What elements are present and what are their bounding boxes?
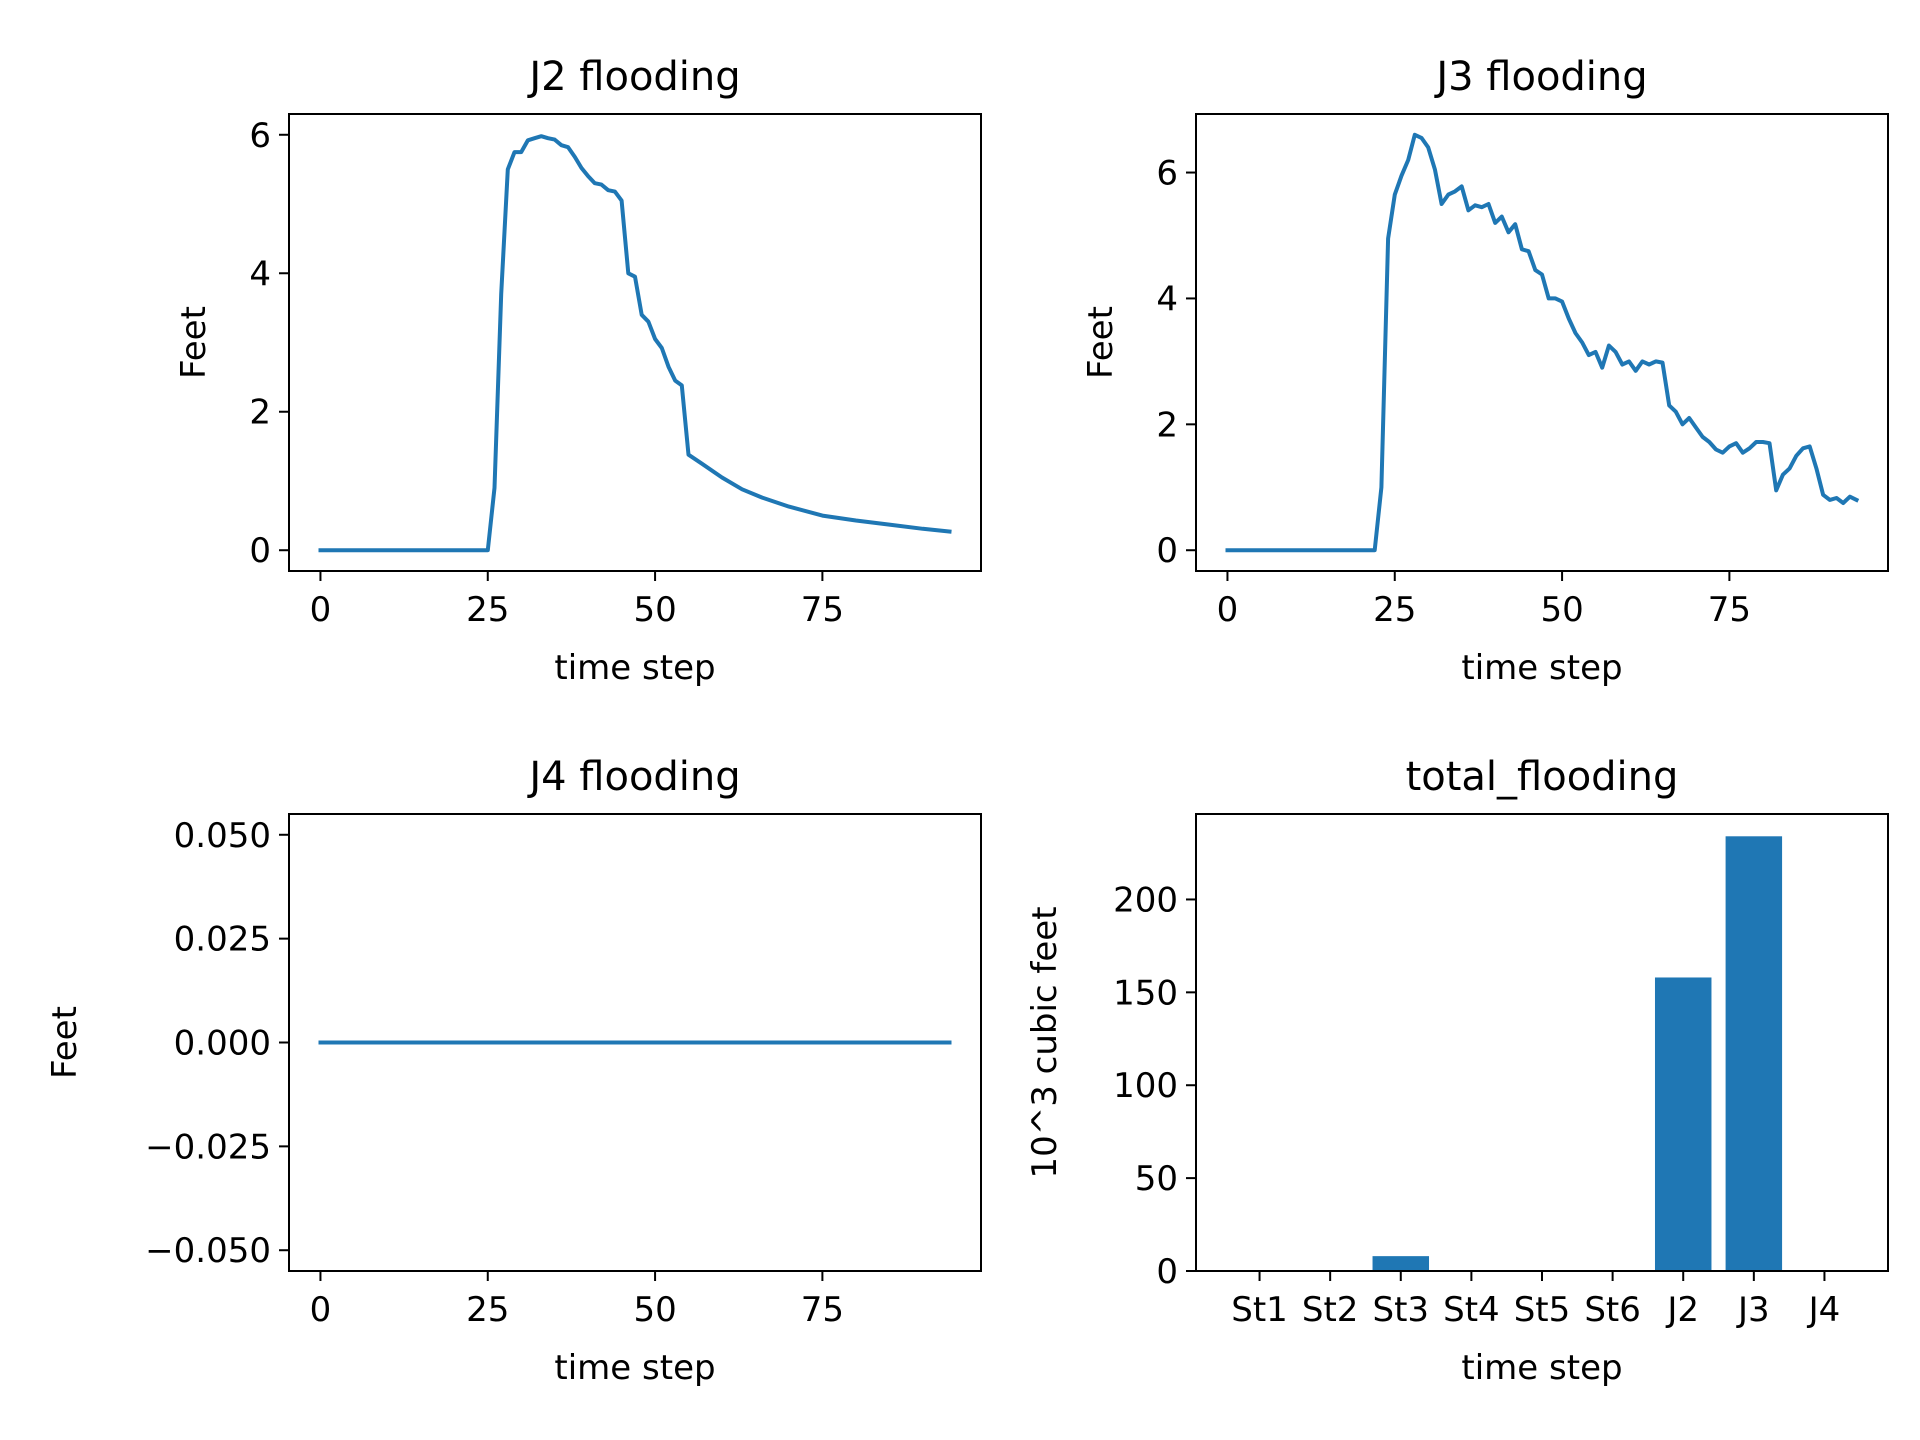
y-tick-label: 0.050 <box>174 816 271 856</box>
x-tick-label: 0 <box>310 1290 332 1330</box>
x-tick-label: J4 <box>1807 1290 1841 1330</box>
chart-title: J2 flooding <box>526 54 740 100</box>
y-tick-label: 2 <box>1156 405 1178 445</box>
bar-j2 <box>1654 977 1712 1271</box>
x-tick-label: St4 <box>1443 1290 1500 1330</box>
y-tick-label: 200 <box>1113 880 1178 920</box>
y-axis-label: Feet <box>45 1006 85 1079</box>
chart-title: total_flooding <box>1406 754 1679 800</box>
bar-j3 <box>1725 836 1783 1271</box>
x-tick-label: 50 <box>1540 590 1583 630</box>
x-tick-label: 25 <box>1373 590 1416 630</box>
x-tick-label: 75 <box>801 590 844 630</box>
bar-st3 <box>1372 1256 1430 1271</box>
chart-panel-3: 0 25 50 75 0.050 0.025 0.000 −0.025 −0.050 J4 flo… <box>45 754 982 1388</box>
y-tick-label: −0.025 <box>145 1127 271 1167</box>
chart-panel-1: 0 25 50 75 0 2 4 6 J2 flooding time step Feet <box>174 54 982 688</box>
chart-title: J3 flooding <box>1433 54 1647 100</box>
series-line-1 <box>1225 132 1860 553</box>
x-tick-label: 50 <box>633 590 676 630</box>
x-axis-label: time step <box>1461 1348 1622 1388</box>
y-tick-label: 6 <box>1156 154 1178 194</box>
y-tick-label: 0.025 <box>174 920 271 960</box>
x-axis-label: time step <box>554 1348 715 1388</box>
x-tick-label: J3 <box>1736 1290 1770 1330</box>
x-tick-label: 75 <box>1708 590 1751 630</box>
y-axis-label: Feet <box>1081 306 1121 379</box>
y-tick-label: 100 <box>1113 1066 1178 1106</box>
x-axis-label: time step <box>1461 648 1622 688</box>
x-tick-label: 25 <box>466 590 509 630</box>
chart-title: J4 flooding <box>526 754 740 800</box>
x-tick-label: 0 <box>310 590 332 630</box>
x-axis-label: time step <box>554 648 715 688</box>
plot-frame <box>1195 113 1889 572</box>
y-tick-label: 150 <box>1113 973 1178 1013</box>
y-tick-label: 2 <box>249 393 271 433</box>
x-tick-label: St5 <box>1514 1290 1571 1330</box>
x-tick-label: 50 <box>633 1290 676 1330</box>
y-axis-label: Feet <box>174 306 214 379</box>
y-tick-label: 6 <box>249 116 271 156</box>
y-tick-label: −0.050 <box>145 1231 271 1271</box>
y-tick-label: 0 <box>1156 1252 1178 1292</box>
x-tick-label: St3 <box>1373 1290 1430 1330</box>
plot-frame <box>288 113 982 572</box>
x-tick-label: J2 <box>1665 1290 1699 1330</box>
x-tick-label: St1 <box>1231 1290 1288 1330</box>
x-tick-label: 0 <box>1217 590 1239 630</box>
y-tick-label: 0 <box>1156 531 1178 571</box>
y-tick-label: 0.000 <box>174 1024 271 1064</box>
y-tick-label: 50 <box>1135 1159 1178 1199</box>
y-tick-label: 4 <box>249 254 271 294</box>
x-tick-label: St6 <box>1584 1290 1641 1330</box>
y-tick-label: 4 <box>1156 279 1178 319</box>
x-tick-label: 75 <box>801 1290 844 1330</box>
y-tick-label: 0 <box>249 531 271 571</box>
chart-panel-2: 0 25 50 75 0 2 4 6 J3 flooding time step Feet <box>1081 54 1889 688</box>
y-axis-label: 10^3 cubic feet <box>1025 906 1065 1178</box>
chart-panel-4: St1 St2 St3 St4 St5 St6 J2 J3 J4 0 50 100 150 200 tota… <box>1025 754 1889 1388</box>
x-tick-label: St2 <box>1302 1290 1359 1330</box>
x-tick-label: 25 <box>466 1290 509 1330</box>
series-line-1 <box>318 134 952 553</box>
